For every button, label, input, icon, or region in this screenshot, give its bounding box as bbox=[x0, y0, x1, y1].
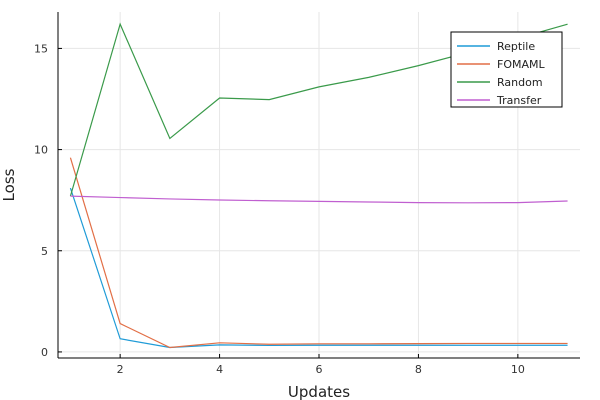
x-tick-label: 8 bbox=[415, 363, 422, 376]
x-tick-label: 6 bbox=[316, 363, 323, 376]
y-axis-label: Loss bbox=[0, 168, 18, 201]
y-tick-label: 5 bbox=[41, 245, 48, 258]
x-tick-label: 10 bbox=[511, 363, 525, 376]
y-tick-label: 15 bbox=[34, 42, 48, 55]
legend-entry-label: Reptile bbox=[497, 40, 535, 53]
legend-entry-label: FOMAML bbox=[497, 58, 545, 71]
legend-box bbox=[450, 31, 563, 108]
legend: Reptile FOMAML Random Transfer bbox=[450, 31, 563, 108]
series-line-transfer bbox=[70, 195, 568, 204]
legend-entry-label: Transfer bbox=[496, 94, 542, 107]
tick-labels: 2 4 6 8 10 0 5 10 15 bbox=[34, 42, 525, 376]
x-axis-label: Updates bbox=[288, 383, 350, 400]
x-tick-label: 4 bbox=[216, 363, 223, 376]
y-tick-label: 10 bbox=[34, 144, 48, 157]
axes bbox=[57, 12, 580, 359]
legend-entry-label: Random bbox=[497, 76, 543, 89]
series-lines bbox=[69, 22, 568, 349]
x-tick-label: 2 bbox=[117, 363, 124, 376]
series-line-fomaml bbox=[69, 157, 568, 349]
y-tick-label: 0 bbox=[41, 346, 48, 359]
series-line-reptile bbox=[69, 187, 568, 349]
